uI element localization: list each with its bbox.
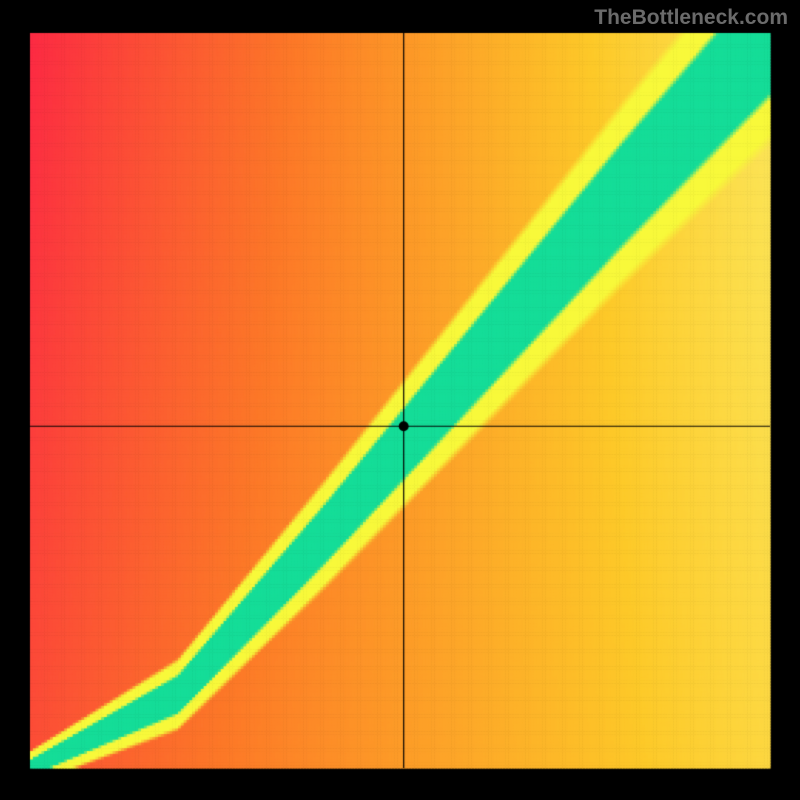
chart-container: TheBottleneck.com bbox=[0, 0, 800, 800]
bottleneck-heatmap bbox=[0, 0, 800, 800]
watermark-text: TheBottleneck.com bbox=[594, 6, 788, 30]
